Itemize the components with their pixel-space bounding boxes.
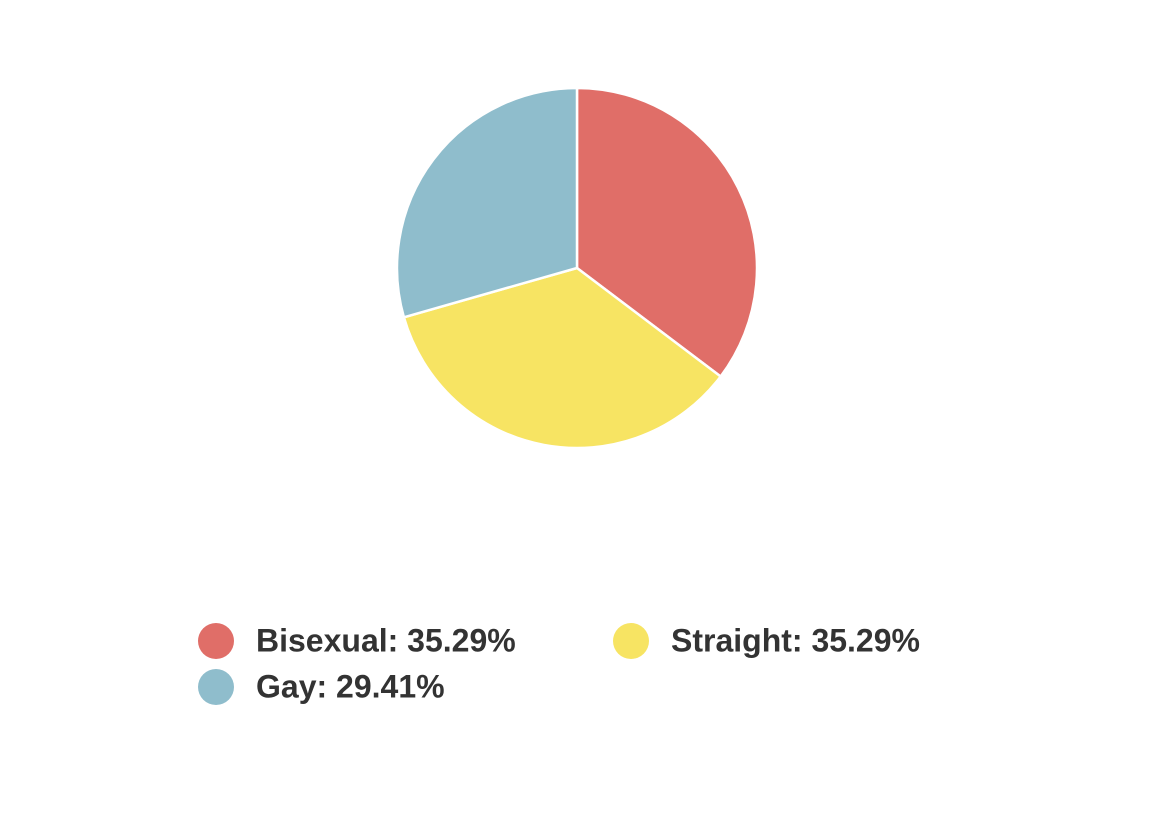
legend-swatch [198,669,234,705]
legend-label: Bisexual: 35.29% [256,622,516,658]
legend-swatch [198,623,234,659]
pie-slice [575,86,759,379]
pie-slice [402,266,723,450]
pie-slice [395,86,579,319]
legend-label: Straight: 35.29% [671,622,920,658]
legend-swatch [613,623,649,659]
legend-label: Gay: 29.41% [256,668,445,704]
